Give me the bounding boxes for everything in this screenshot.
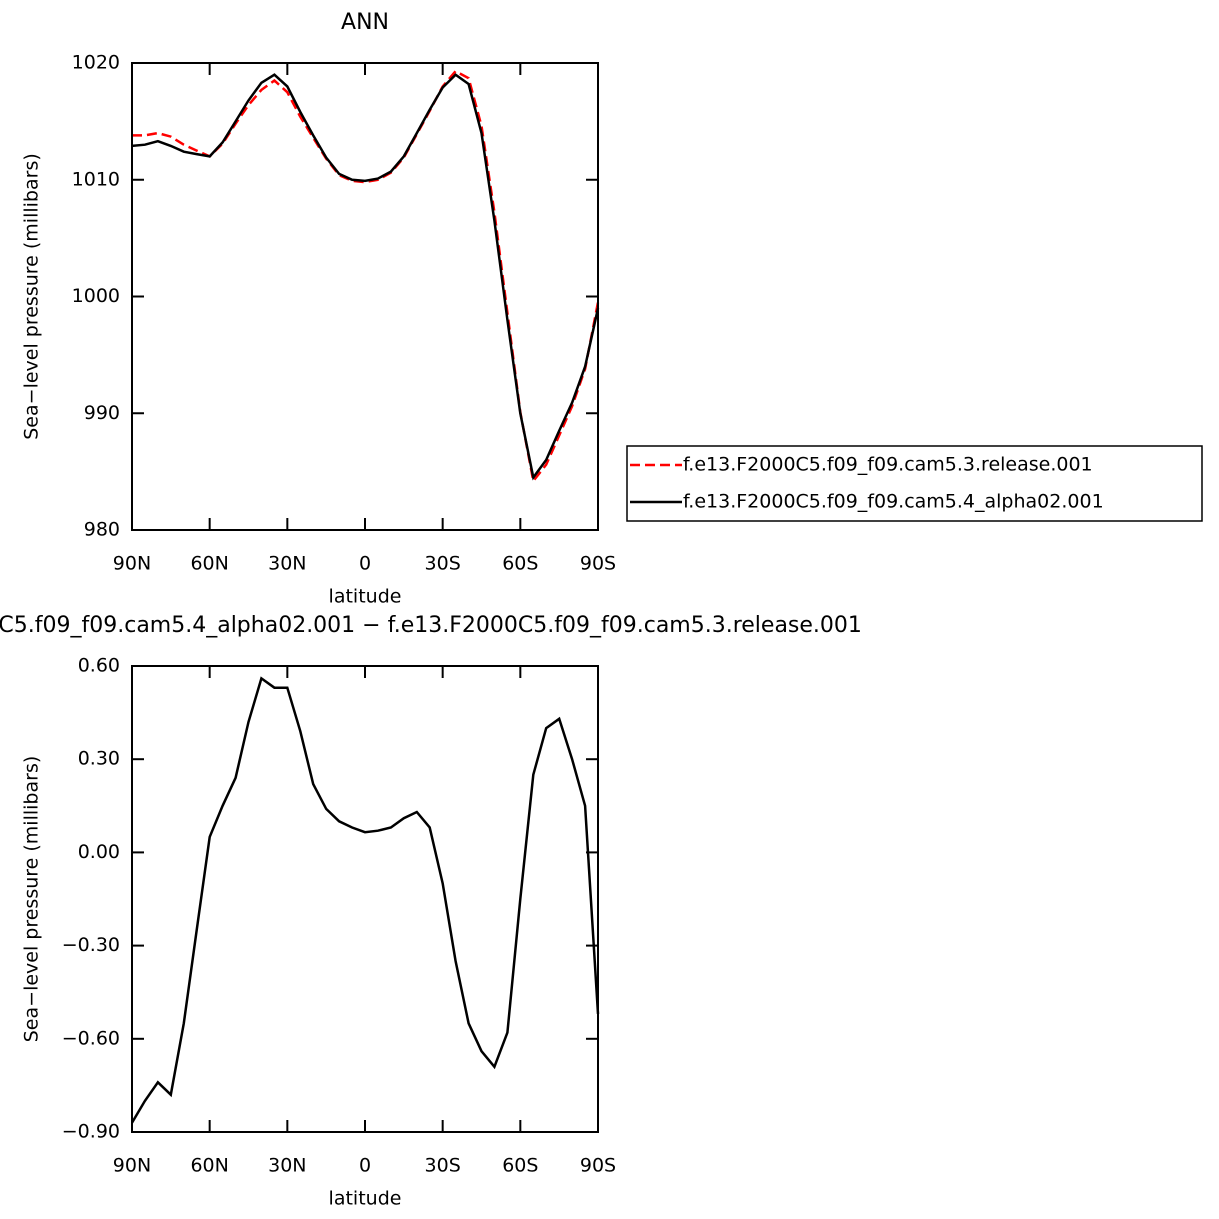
y-axis-label: Sea−level pressure (millibars) [21, 153, 43, 440]
legend-label: f.e13.F2000C5.f09_f09.cam5.4_alpha02.001 [683, 491, 1104, 513]
y-tick-label: −0.90 [62, 1121, 120, 1143]
chart-title: ANN [341, 10, 389, 35]
x-tick-label: 60N [190, 553, 228, 575]
x-tick-label: 60S [502, 1155, 538, 1177]
legend-label: f.e13.F2000C5.f09_f09.cam5.3.release.001 [683, 454, 1093, 476]
x-tick-label: 60S [502, 553, 538, 575]
y-axis-label: Sea−level pressure (millibars) [21, 756, 43, 1043]
legend-box [626, 445, 1203, 522]
x-tick-label: 30S [425, 553, 461, 575]
x-tick-label: 30S [425, 1155, 461, 1177]
data-line [130, 676, 600, 1124]
x-axis-label: latitude [329, 586, 402, 608]
data-line [131, 73, 600, 481]
y-tick-label: −0.60 [62, 1027, 120, 1049]
x-tick-label: 90S [580, 553, 616, 575]
y-tick-label: 0.60 [78, 655, 120, 677]
x-tick-label: 60N [190, 1155, 228, 1177]
data-line [132, 69, 600, 484]
y-tick-label: 1000 [72, 285, 120, 307]
x-tick-label: 30N [268, 553, 306, 575]
plot-frame [131, 665, 599, 1133]
x-tick-label: 0 [359, 553, 371, 575]
y-tick-label: 1020 [72, 52, 120, 74]
x-tick-label: 90N [113, 1155, 151, 1177]
x-tick-label: 30N [268, 1155, 306, 1177]
x-tick-label: 90N [113, 553, 151, 575]
x-axis-label: latitude [329, 1188, 402, 1210]
y-tick-label: 1010 [72, 168, 120, 190]
x-tick-label: 90S [580, 1155, 616, 1177]
y-tick-label: 0.30 [78, 748, 120, 770]
y-tick-label: −0.30 [62, 934, 120, 956]
y-tick-label: 980 [84, 519, 120, 541]
y-tick-label: 0.00 [78, 841, 120, 863]
plot-frame [131, 62, 599, 531]
chart-title: f.e13.F2000C5.f09_f09.cam5.4_alpha02.001… [0, 613, 862, 638]
y-tick-label: 990 [84, 402, 120, 424]
x-tick-label: 0 [359, 1155, 371, 1177]
